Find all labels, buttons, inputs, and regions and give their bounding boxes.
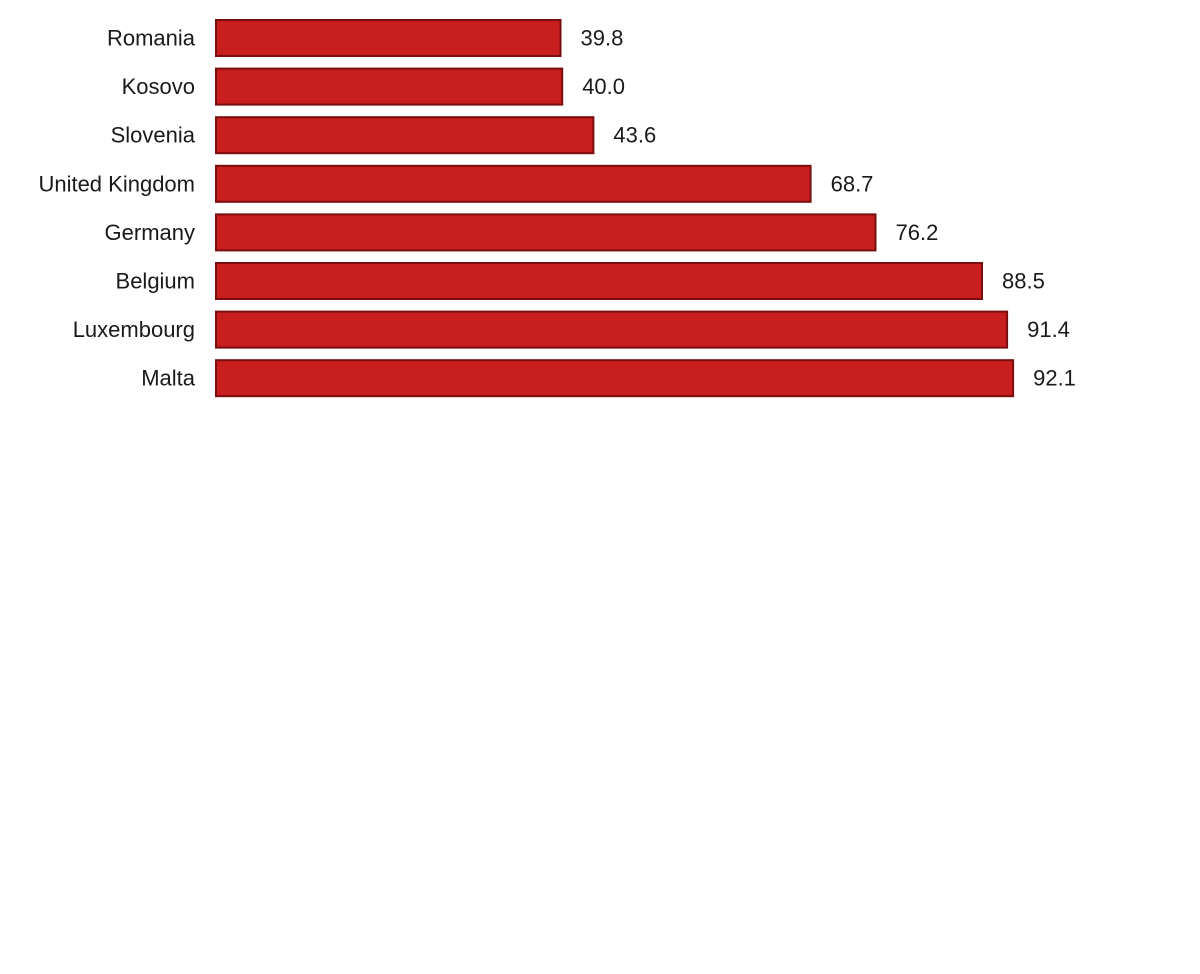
- labels-layer: Romania 39.8 Kosovo 40.0 Slovenia 43.6 United …: [38, 26, 1075, 391]
- category-label-slovenia: Slovenia: [111, 123, 196, 148]
- value-label-malta: 92.1: [1033, 366, 1076, 391]
- category-label-kosovo: Kosovo: [122, 74, 195, 99]
- value-label-united-kingdom: 68.7: [831, 171, 874, 196]
- value-label-slovenia: 43.6: [613, 123, 656, 148]
- bar-germany: [215, 213, 877, 252]
- category-label-romania: Romania: [107, 26, 196, 51]
- value-label-romania: 39.8: [581, 26, 624, 51]
- bar-united-kingdom: [215, 164, 812, 203]
- category-label-luxembourg: Luxembourg: [73, 317, 195, 342]
- value-label-germany: 76.2: [896, 220, 939, 245]
- value-label-kosovo: 40.0: [582, 74, 625, 99]
- value-label-belgium: 88.5: [1002, 269, 1045, 294]
- bar-romania: [215, 19, 562, 57]
- category-label-belgium: Belgium: [116, 269, 195, 294]
- bar-kosovo: [215, 67, 564, 106]
- category-label-united-kingdom: United Kingdom: [38, 171, 195, 196]
- value-label-luxembourg: 91.4: [1027, 317, 1070, 342]
- bars-layer: [215, 19, 1015, 398]
- bar-belgium: [215, 262, 983, 300]
- bar-slovenia: [215, 116, 595, 155]
- bar-malta: [215, 359, 1015, 398]
- category-label-malta: Malta: [141, 366, 196, 391]
- category-label-germany: Germany: [105, 220, 195, 245]
- bar-luxembourg: [215, 310, 1009, 349]
